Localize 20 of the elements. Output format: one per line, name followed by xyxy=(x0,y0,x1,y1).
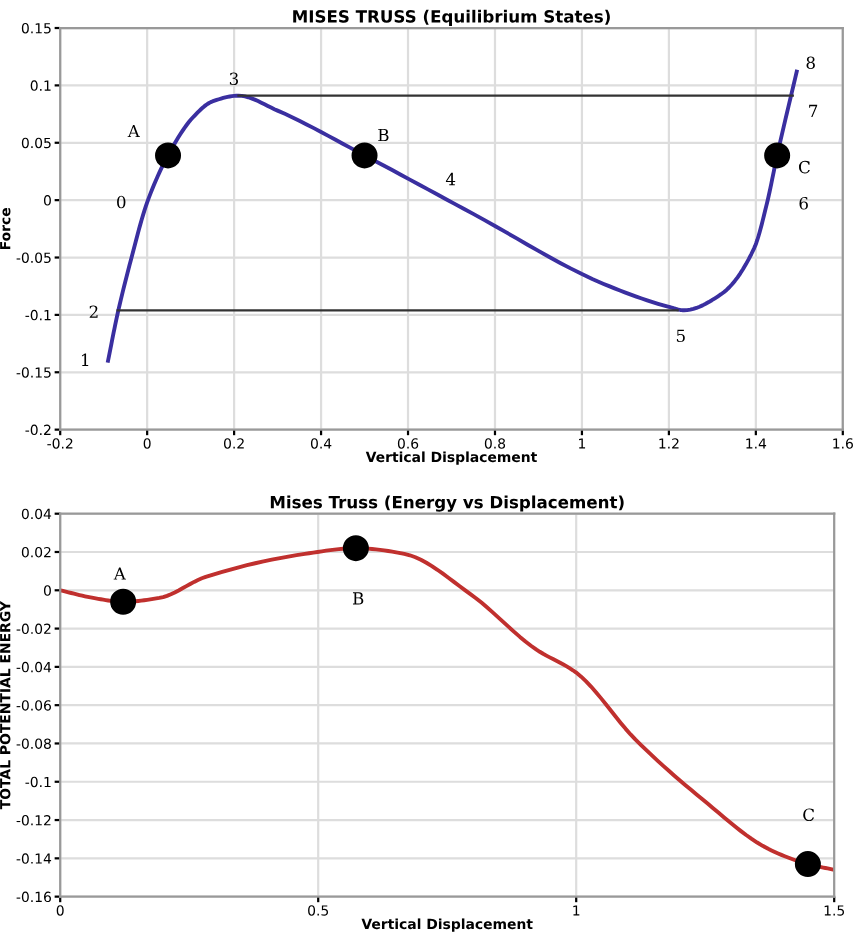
annotation: B xyxy=(378,128,389,142)
chart-title: Mises Truss (Energy vs Displacement) xyxy=(270,495,624,512)
annotation: 3 xyxy=(229,72,238,86)
point xyxy=(110,588,137,615)
annotation: C xyxy=(799,160,810,174)
annotation: 0 xyxy=(117,195,126,209)
annotation: 6 xyxy=(799,196,808,210)
chart-title: MISES TRUSS (Equilibrium States) xyxy=(293,9,610,26)
annotation: C xyxy=(803,808,815,822)
annotation: 2 xyxy=(89,305,98,318)
annotation: B xyxy=(352,592,364,605)
point xyxy=(794,851,821,878)
annotation: 4 xyxy=(445,172,456,186)
point xyxy=(342,535,369,562)
annotation: 7 xyxy=(809,104,818,117)
annotation: A xyxy=(127,124,140,138)
annotation: 5 xyxy=(676,329,685,343)
annotation: 8 xyxy=(806,56,815,69)
annotation: A xyxy=(113,567,126,580)
annotation: 1 xyxy=(81,353,89,366)
